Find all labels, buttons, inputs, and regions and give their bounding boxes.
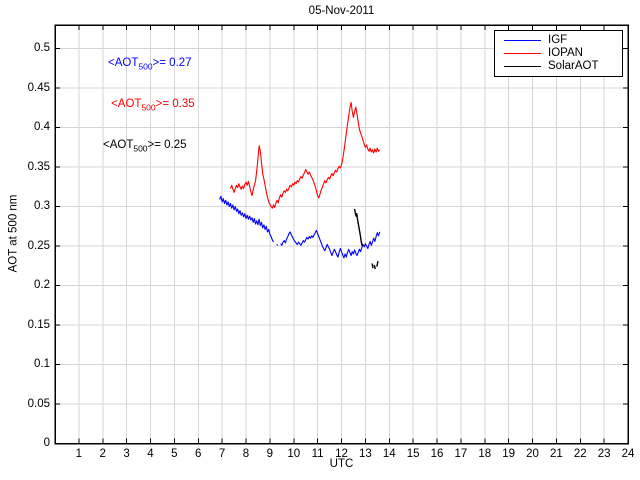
series-line-solaraot (371, 263, 374, 269)
y-tick-label: 0.05 (27, 397, 50, 410)
series-line-igf (280, 229, 381, 259)
mean-annotation-iopan: <AOT500>= 0.35 (111, 98, 195, 112)
legend-label: SolarAOT (548, 60, 599, 72)
x-tick-label: 14 (382, 448, 396, 460)
annotation-text: 500 (133, 143, 148, 154)
series-line-solaraot (376, 260, 379, 267)
y-tick-label: 0.25 (27, 239, 50, 252)
x-tick-label: 4 (147, 448, 154, 460)
x-tick-label: 15 (406, 448, 420, 460)
x-tick-label: 9 (266, 448, 274, 460)
legend-item-iopan: IOPAN (495, 47, 622, 60)
x-tick-label: 5 (171, 448, 178, 460)
x-tick-label: 7 (218, 448, 226, 460)
x-tick-label: 3 (123, 448, 130, 460)
x-tick-label: 23 (597, 448, 611, 460)
x-tick-label: 18 (478, 448, 492, 460)
series-line-igf (276, 244, 279, 246)
legend-item-igf: IGF (495, 34, 622, 47)
x-tick-label: 11 (311, 448, 324, 460)
annotation-text: >= 0.25 (147, 138, 187, 151)
mean-annotation-solaraot: <AOT500>= 0.25 (103, 139, 187, 153)
axes-box (54, 24, 629, 445)
x-tick-label: 1 (75, 448, 83, 460)
x-tick-label: 24 (621, 448, 635, 460)
x-tick-label: 12 (335, 448, 348, 460)
annotation-text: 500 (138, 61, 153, 72)
annotation-text: <AOT (108, 57, 139, 70)
annotation-text: 500 (141, 101, 156, 112)
annotation-text: >= 0.35 (155, 97, 195, 110)
annotation-text: <AOT (102, 138, 134, 151)
x-tick-label: 16 (430, 448, 444, 460)
chart-title: 05-Nov-2011 (308, 5, 375, 17)
mean-annotation-igf: <AOT500>= 0.27 (108, 57, 192, 71)
y-tick-label: 0.15 (27, 318, 50, 331)
legend: IGF IOPAN SolarAOT (494, 30, 623, 77)
legend-line-sample-iopan (504, 52, 541, 55)
x-tick-label: 6 (195, 448, 202, 460)
y-tick-label: 0.2 (34, 279, 50, 292)
x-tick-label: 19 (502, 448, 516, 460)
series-line-igf (219, 195, 274, 243)
x-tick-label: 13 (358, 448, 372, 460)
legend-item-solaraot: SolarAOT (495, 60, 622, 73)
legend-line-sample-igf (504, 39, 541, 42)
annotation-text: <AOT (111, 97, 142, 110)
legend-line-sample-solaraot (504, 65, 541, 68)
legend-label: IGF (548, 34, 568, 46)
x-tick-label: 20 (526, 448, 539, 460)
y-tick-label: 0.35 (27, 160, 50, 173)
series-line-solaraot (353, 208, 364, 247)
x-tick-label: 10 (287, 448, 301, 460)
y-tick-label: 0.4 (34, 121, 50, 134)
legend-label: IOPAN (548, 47, 583, 59)
y-tick-label: 0.1 (34, 358, 50, 371)
y-tick-label: 0.5 (34, 42, 50, 55)
series-line-solaraot (373, 264, 377, 270)
x-tick-label: 8 (242, 448, 250, 460)
series-line-iopan (229, 101, 381, 209)
x-tick-label: 17 (454, 448, 468, 460)
x-axis-label: UTC (329, 458, 354, 470)
annotation-text: >= 0.27 (152, 57, 192, 70)
x-tick-label: 2 (99, 448, 106, 460)
x-tick-label: 22 (573, 448, 587, 460)
y-tick-label: 0.45 (27, 81, 50, 94)
y-tick-label: 0.3 (34, 200, 50, 213)
x-tick-label: 21 (549, 448, 563, 460)
y-tick-label: 0 (43, 437, 50, 449)
